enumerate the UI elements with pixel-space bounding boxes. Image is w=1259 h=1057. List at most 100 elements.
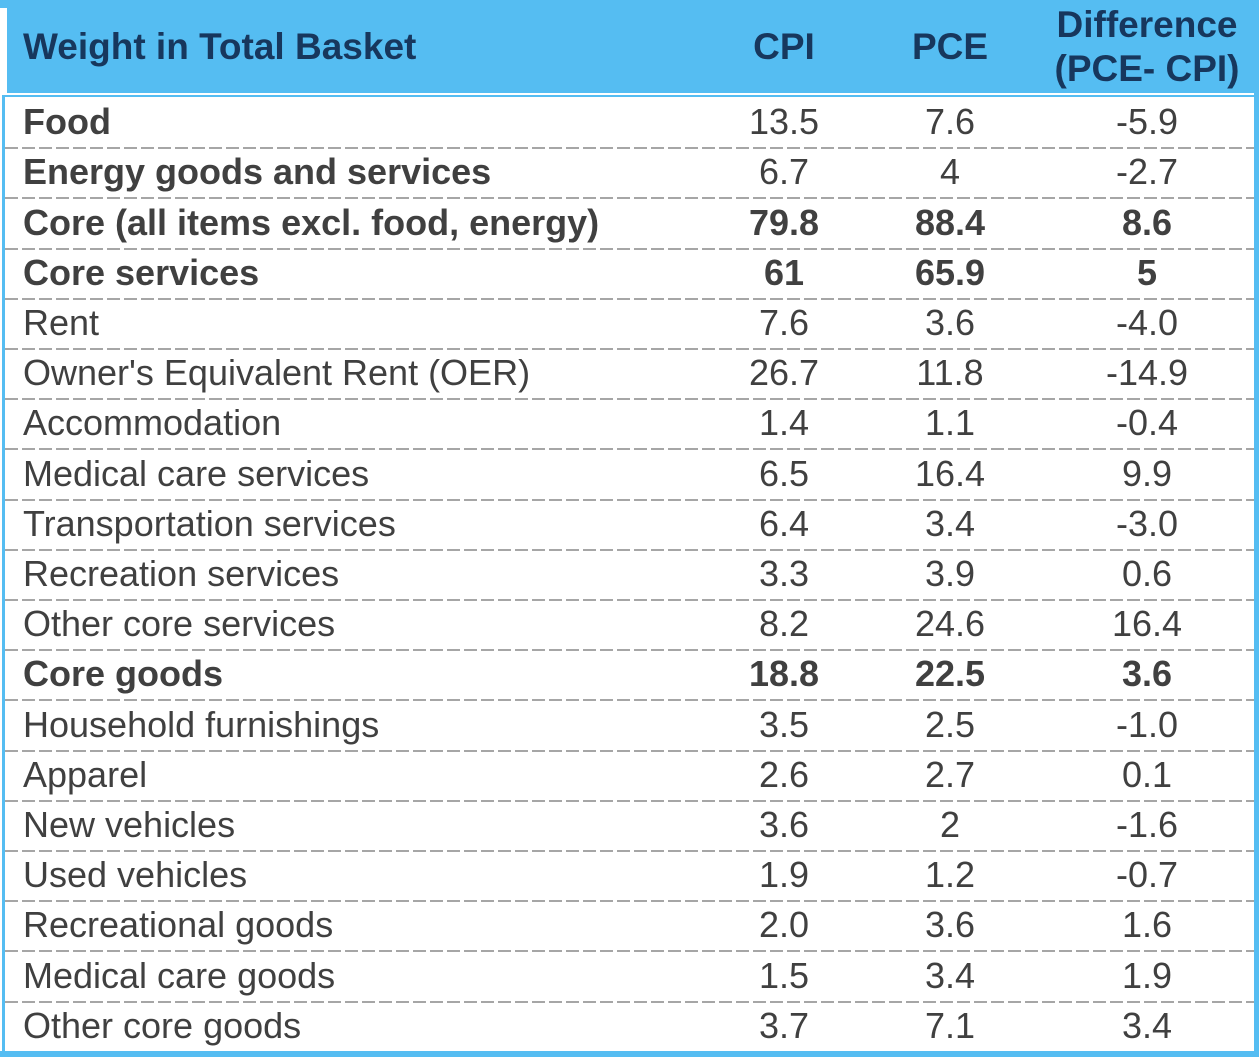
table-header-row: Weight in Total Basket CPI PCE Differenc… bbox=[0, 0, 1259, 93]
cell-pce: 7.6 bbox=[924, 101, 976, 143]
cell-diff: -1.0 bbox=[1115, 703, 1179, 745]
cell-pce: 3.4 bbox=[924, 502, 976, 544]
cell-cpi: 61 bbox=[763, 251, 805, 293]
table-body: Food 13.5 7.6 -5.9 Energy goods and serv… bbox=[5, 97, 1254, 1051]
table-row: Used vehicles 1.9 1.2 -0.7 bbox=[5, 850, 1254, 901]
table-row: Accommodation 1.4 1.1 -0.4 bbox=[5, 398, 1254, 449]
cell-pce: 11.8 bbox=[916, 352, 984, 394]
cell-cpi: 1.4 bbox=[758, 402, 810, 444]
table-row: Energy goods and services 6.7 4 -2.7 bbox=[5, 147, 1254, 198]
table-border-left bbox=[2, 97, 5, 1051]
header-cpi-column: CPI bbox=[708, 0, 860, 93]
cell-diff: 8.6 bbox=[1121, 201, 1173, 243]
row-label: Energy goods and services bbox=[23, 151, 492, 193]
row-label: Recreation services bbox=[23, 552, 340, 594]
row-label: Transportation services bbox=[23, 502, 396, 544]
table-row: Apparel 2.6 2.7 0.1 bbox=[5, 749, 1254, 800]
cell-cpi: 3.5 bbox=[758, 703, 810, 745]
cell-cpi: 13.5 bbox=[748, 101, 820, 143]
table-row: Other core goods 3.7 7.1 3.4 bbox=[5, 1000, 1254, 1051]
row-label: Core services bbox=[23, 251, 260, 293]
header-label-text: Weight in Total Basket bbox=[23, 25, 417, 67]
cell-cpi: 26.7 bbox=[748, 352, 820, 394]
cell-pce: 3.6 bbox=[924, 904, 976, 946]
cell-cpi: 7.6 bbox=[758, 301, 810, 343]
row-label: Food bbox=[23, 101, 111, 143]
cell-pce: 1.2 bbox=[924, 854, 976, 896]
cell-diff: -1.6 bbox=[1115, 803, 1179, 845]
row-label: Used vehicles bbox=[23, 854, 248, 896]
cell-cpi: 3.6 bbox=[758, 803, 810, 845]
cell-cpi: 2.6 bbox=[758, 753, 810, 795]
cell-pce: 65.9 bbox=[914, 251, 986, 293]
cell-diff: 9.9 bbox=[1121, 452, 1173, 494]
cell-cpi: 2.0 bbox=[758, 904, 810, 946]
table-row: Core goods 18.8 22.5 3.6 bbox=[5, 649, 1254, 700]
header-underline bbox=[2, 95, 1254, 97]
cell-diff: -0.7 bbox=[1115, 854, 1179, 896]
table-row: Core services 61 65.9 5 bbox=[5, 247, 1254, 298]
cell-pce: 16.4 bbox=[914, 452, 986, 494]
cell-diff: 5 bbox=[1136, 251, 1158, 293]
cell-cpi: 8.2 bbox=[758, 603, 810, 645]
cell-diff: 3.4 bbox=[1121, 1004, 1173, 1046]
row-label: Medical care services bbox=[23, 452, 370, 494]
header-pce-text: PCE bbox=[911, 25, 989, 67]
cell-pce: 22.5 bbox=[914, 653, 986, 695]
cell-cpi: 18.8 bbox=[748, 653, 820, 695]
cell-pce: 4 bbox=[939, 151, 961, 193]
cell-pce: 88.4 bbox=[914, 201, 986, 243]
header-pce-column: PCE bbox=[860, 0, 1040, 93]
header-difference-line2: (PCE- CPI) bbox=[1054, 47, 1240, 89]
row-label: Apparel bbox=[23, 753, 148, 795]
cell-diff: -0.4 bbox=[1115, 402, 1179, 444]
cell-diff: 0.6 bbox=[1121, 552, 1173, 594]
cell-pce: 3.6 bbox=[924, 301, 976, 343]
cell-diff: -4.0 bbox=[1115, 301, 1179, 343]
table-border-right bbox=[1254, 93, 1259, 1057]
table-row: Owner's Equivalent Rent (OER) 26.7 11.8 … bbox=[5, 348, 1254, 399]
table-row: Other core services 8.2 24.6 16.4 bbox=[5, 599, 1254, 650]
cell-diff: 0.1 bbox=[1121, 753, 1173, 795]
cell-diff: 1.6 bbox=[1121, 904, 1173, 946]
cell-diff: -5.9 bbox=[1115, 101, 1179, 143]
row-label: Recreational goods bbox=[23, 904, 334, 946]
cell-diff: 1.9 bbox=[1121, 954, 1173, 996]
cell-diff: -14.9 bbox=[1105, 352, 1189, 394]
table-row: Household furnishings 3.5 2.5 -1.0 bbox=[5, 699, 1254, 750]
cell-cpi: 1.5 bbox=[758, 954, 810, 996]
header-corner-notch bbox=[0, 8, 7, 93]
cell-pce: 2.5 bbox=[924, 703, 976, 745]
cell-cpi: 6.5 bbox=[758, 452, 810, 494]
table-row: Food 13.5 7.6 -5.9 bbox=[5, 97, 1254, 147]
table-row: Medical care services 6.5 16.4 9.9 bbox=[5, 448, 1254, 499]
cell-pce: 1.1 bbox=[924, 402, 976, 444]
cell-pce: 3.9 bbox=[924, 552, 976, 594]
cell-pce: 3.4 bbox=[924, 954, 976, 996]
row-label: Core (all items excl. food, energy) bbox=[23, 201, 600, 243]
cell-diff: -2.7 bbox=[1115, 151, 1179, 193]
row-label: New vehicles bbox=[23, 803, 236, 845]
table-row: Core (all items excl. food, energy) 79.8… bbox=[5, 197, 1254, 248]
header-difference-column: Difference (PCE- CPI) bbox=[1040, 0, 1254, 93]
row-label: Other core goods bbox=[23, 1004, 302, 1046]
row-label: Medical care goods bbox=[23, 954, 336, 996]
cell-pce: 2.7 bbox=[924, 753, 976, 795]
row-label: Owner's Equivalent Rent (OER) bbox=[23, 352, 531, 394]
header-cpi-text: CPI bbox=[753, 25, 815, 67]
cell-diff: 3.6 bbox=[1121, 653, 1173, 695]
table-row: Rent 7.6 3.6 -4.0 bbox=[5, 297, 1254, 349]
table-row: Transportation services 6.4 3.4 -3.0 bbox=[5, 498, 1254, 549]
row-label: Other core services bbox=[23, 603, 336, 645]
row-label: Accommodation bbox=[23, 402, 282, 444]
header-label-column: Weight in Total Basket bbox=[5, 0, 708, 93]
cell-pce: 24.6 bbox=[914, 603, 986, 645]
cell-cpi: 79.8 bbox=[748, 201, 820, 243]
table-border-bottom bbox=[0, 1051, 1259, 1057]
cell-pce: 7.1 bbox=[924, 1004, 976, 1046]
row-label: Core goods bbox=[23, 653, 224, 695]
row-label: Rent bbox=[23, 301, 100, 343]
cell-diff: -3.0 bbox=[1115, 502, 1179, 544]
cell-pce: 2 bbox=[939, 803, 961, 845]
cell-cpi: 3.7 bbox=[758, 1004, 810, 1046]
